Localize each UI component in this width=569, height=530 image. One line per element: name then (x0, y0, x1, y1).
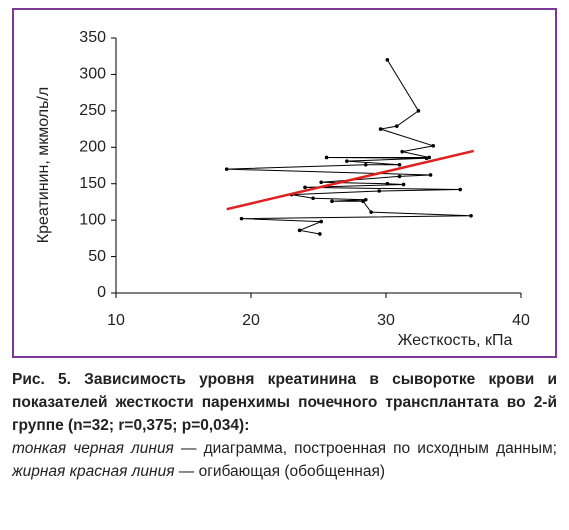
data-point (401, 182, 406, 187)
data-point (397, 174, 402, 179)
data-point (385, 58, 390, 62)
data-point (345, 159, 349, 163)
caption-italic: тонкая черная линия (12, 440, 174, 457)
caption-text: — диаграмма, построенная по исходным дан… (180, 440, 557, 457)
data-point (400, 149, 405, 154)
caption-italic: жирная красная линия (12, 463, 175, 480)
data-point (319, 180, 324, 185)
data-point (397, 162, 402, 167)
caption-text: — огибающая (обобщенная) (178, 463, 386, 480)
y-tick-label: 200 (79, 139, 106, 156)
data-point (427, 155, 432, 160)
data-point (224, 167, 229, 171)
chart: Креатинин, мкмоль/л Жесткость, кПа 0 50 10… (12, 8, 557, 358)
data-point (395, 124, 399, 128)
data-point (363, 162, 368, 167)
frame (12, 8, 557, 358)
data-point (324, 155, 329, 160)
data-point (239, 216, 244, 221)
data-point (431, 144, 436, 148)
data-point (428, 173, 433, 177)
data-point (361, 199, 365, 203)
y-tick-label: 0 (97, 284, 106, 301)
data-point (378, 127, 383, 131)
data-point (369, 210, 373, 214)
caption-title: Рис. 5. Зависимость уровня креатинина в … (12, 371, 557, 434)
data-point (469, 213, 473, 218)
data-point (377, 189, 382, 193)
y-tick-label: 350 (79, 29, 106, 46)
x-axis-title: Жесткость, кПа (398, 332, 513, 349)
data-point (458, 187, 463, 192)
y-tick-label: 300 (79, 66, 106, 83)
data-point (330, 199, 334, 203)
y-tick-label: 50 (88, 248, 106, 265)
x-tick-label: 20 (242, 312, 260, 329)
x-tick-label: 30 (377, 312, 395, 329)
data-point (311, 196, 315, 201)
data-line (226, 149, 475, 211)
y-tick-label: 150 (79, 175, 106, 192)
data-line (226, 59, 472, 235)
data-point (385, 181, 390, 186)
data-point (319, 219, 324, 224)
y-tick-label: 250 (79, 102, 106, 119)
x-tick-label: 40 (512, 312, 530, 329)
data-point (303, 185, 307, 190)
data-point (297, 228, 302, 233)
y-tick-label: 100 (79, 211, 106, 228)
y-axis-title: Креатинин, мкмоль/л (35, 87, 52, 243)
caption: Рис. 5. Зависимость уровня креатинина в … (12, 368, 557, 483)
data-point (318, 232, 322, 236)
x-tick-label: 10 (107, 312, 125, 329)
data-point (416, 109, 421, 113)
data-point (424, 156, 429, 161)
data-point (363, 197, 368, 202)
